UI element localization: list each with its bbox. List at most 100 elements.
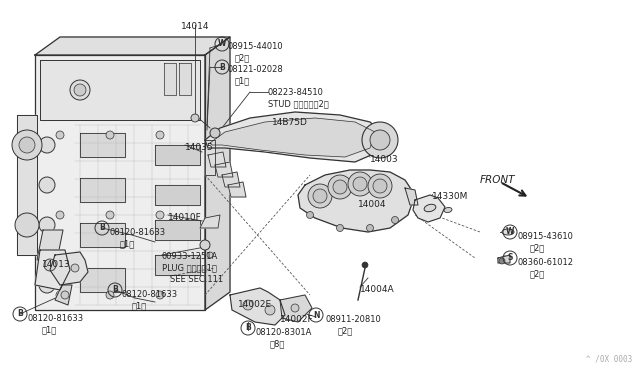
Polygon shape [164,63,176,95]
Circle shape [265,305,275,315]
Ellipse shape [502,229,514,235]
Text: 08121-02028: 08121-02028 [228,65,284,74]
Circle shape [308,184,332,208]
Circle shape [156,211,164,219]
Circle shape [15,213,39,237]
Circle shape [210,128,220,138]
Circle shape [362,262,368,268]
Circle shape [106,211,114,219]
Polygon shape [80,133,125,157]
Circle shape [368,174,392,198]
Polygon shape [35,37,230,55]
Circle shape [19,137,35,153]
Polygon shape [80,268,125,292]
Polygon shape [200,215,220,228]
Text: （2）: （2） [530,269,545,278]
Polygon shape [298,170,415,232]
Polygon shape [205,37,230,310]
Polygon shape [155,255,200,275]
Circle shape [313,189,327,203]
Circle shape [56,131,64,139]
Text: FRONT: FRONT [480,175,515,185]
Text: 14013: 14013 [42,260,70,269]
Circle shape [207,252,213,258]
Text: 14004A: 14004A [360,285,395,294]
Polygon shape [205,140,215,175]
Polygon shape [35,55,205,310]
Polygon shape [55,285,72,305]
Circle shape [61,291,69,299]
Circle shape [74,84,86,96]
Circle shape [333,180,347,194]
Circle shape [156,131,164,139]
Text: 14014: 14014 [180,22,209,31]
Text: ^ /0X 0003: ^ /0X 0003 [586,355,632,364]
Circle shape [362,122,398,158]
Circle shape [39,247,55,263]
Circle shape [39,177,55,193]
Text: PLUG プラグ（1）: PLUG プラグ（1） [162,263,217,272]
Circle shape [12,130,42,160]
Text: 08911-20810: 08911-20810 [325,315,381,324]
Text: B: B [112,285,118,295]
Circle shape [291,304,299,312]
Text: （1）: （1） [132,301,147,310]
Text: B: B [219,62,225,71]
Text: （2）: （2） [530,243,545,252]
Text: （2）: （2） [338,326,353,335]
Text: （1）: （1） [235,76,250,85]
Text: （1）: （1） [42,325,57,334]
Polygon shape [405,188,418,205]
Circle shape [156,291,164,299]
Circle shape [39,137,55,153]
Circle shape [348,172,372,196]
Circle shape [370,130,390,150]
Text: W: W [506,228,514,237]
Polygon shape [155,185,200,205]
Polygon shape [155,220,200,240]
Polygon shape [50,252,88,285]
Text: 00933-1251A: 00933-1251A [162,252,218,261]
Polygon shape [205,112,385,162]
Text: B: B [17,310,23,318]
Text: 08120-81633: 08120-81633 [28,314,84,323]
Text: 08223-84510: 08223-84510 [268,88,324,97]
Text: 14004: 14004 [358,200,387,209]
Text: 08360-61012: 08360-61012 [518,258,574,267]
Polygon shape [35,250,70,290]
Polygon shape [210,118,375,157]
Polygon shape [80,178,125,202]
Circle shape [243,300,253,310]
Text: 14035: 14035 [185,143,214,152]
Circle shape [39,277,55,293]
Circle shape [367,224,374,231]
Polygon shape [179,63,191,95]
Circle shape [39,217,55,233]
Text: W: W [218,39,226,48]
Text: （2）: （2） [235,53,250,62]
Circle shape [200,240,210,250]
Circle shape [70,80,90,100]
Circle shape [106,131,114,139]
Text: 08915-43610: 08915-43610 [518,232,574,241]
Text: （1）: （1） [120,239,135,248]
Polygon shape [208,152,226,167]
Text: 14010F: 14010F [168,213,202,222]
Polygon shape [40,60,200,120]
Text: 14002F: 14002F [280,315,314,324]
Text: 08915-44010: 08915-44010 [228,42,284,51]
Polygon shape [80,223,125,247]
Polygon shape [17,115,37,255]
Polygon shape [413,195,445,222]
Circle shape [373,179,387,193]
Text: 14002E: 14002E [238,300,272,309]
Text: B: B [245,324,251,333]
Circle shape [191,114,199,122]
Text: N: N [313,311,319,320]
Circle shape [499,258,505,264]
Text: 08120-8301A: 08120-8301A [255,328,312,337]
Text: （8）: （8） [270,339,285,348]
Circle shape [44,259,56,271]
Polygon shape [498,255,510,263]
Polygon shape [155,145,200,165]
